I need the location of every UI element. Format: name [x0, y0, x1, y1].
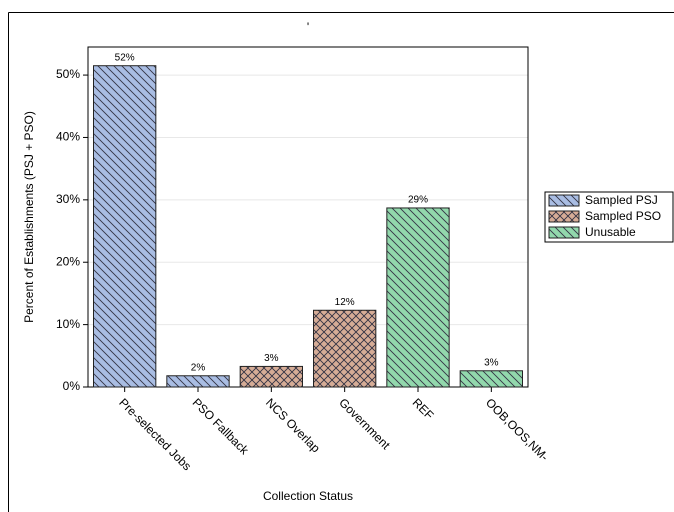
x-tick-label: Pre-selected Jobs: [116, 395, 194, 473]
y-tick-label: 50%: [56, 67, 80, 81]
bar: [459, 370, 523, 388]
x-tick-label: PSO Fallback: [190, 395, 252, 457]
legend-swatch: [548, 194, 580, 207]
chart-title: ': [307, 20, 309, 34]
y-tick-label: 40%: [56, 130, 80, 144]
y-tick-label: 10%: [56, 317, 80, 331]
bar: [313, 309, 377, 388]
bar: [166, 375, 230, 388]
value-label: 3%: [484, 357, 499, 368]
x-axis-title: Collection Status: [263, 489, 353, 503]
value-label: 3%: [264, 353, 279, 364]
legend-label: Sampled PSO: [585, 209, 661, 223]
value-label: 12%: [335, 297, 355, 308]
bar: [93, 65, 157, 388]
x-tick-label: OOB,OOS,NM-: [483, 395, 551, 463]
legend-label: Unusable: [585, 225, 636, 239]
y-tick-label: 30%: [56, 192, 80, 206]
value-label: 52%: [115, 52, 135, 63]
y-tick-label: 0%: [63, 379, 81, 393]
y-tick-label: 20%: [56, 254, 80, 268]
bar: [386, 207, 450, 388]
x-tick-label: NCS Overlap: [263, 395, 323, 455]
value-label: 2%: [191, 362, 206, 373]
legend-label: Sampled PSJ: [585, 193, 658, 207]
legend-swatch: [548, 226, 580, 239]
x-tick-label: Government: [336, 395, 393, 452]
plot-area: [87, 46, 529, 388]
x-tick-label: REF: [410, 395, 437, 422]
bar: [239, 365, 304, 388]
y-axis-title: Percent of Establishments (PSJ + PSO): [22, 111, 36, 323]
legend-swatch: [548, 210, 580, 223]
value-label: 29%: [408, 195, 428, 206]
